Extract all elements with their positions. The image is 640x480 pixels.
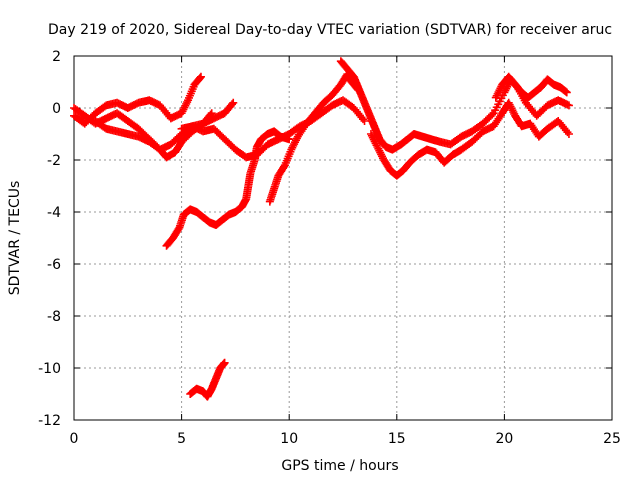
- y-tick-label: -10: [38, 361, 61, 377]
- data-point: [289, 141, 298, 150]
- data-point: [495, 86, 504, 95]
- x-tick-label: 5: [177, 431, 186, 447]
- data-point: [367, 131, 376, 140]
- data-point: [366, 130, 375, 138]
- data-point: [494, 88, 503, 97]
- data-point: [374, 144, 383, 153]
- series-track-h: [366, 98, 573, 180]
- data-point: [496, 84, 505, 93]
- series-track-c: [91, 98, 238, 154]
- x-tick-label: 0: [70, 431, 79, 447]
- data-point: [369, 135, 378, 144]
- x-tick-label: 20: [495, 431, 513, 447]
- series-track-b: [70, 72, 205, 128]
- data-point: [288, 143, 297, 152]
- y-tick-label: -12: [38, 413, 61, 429]
- data-point: [229, 98, 238, 107]
- y-tick-label: -4: [47, 205, 61, 221]
- series-track-j: [186, 358, 229, 401]
- data-point: [368, 133, 377, 142]
- data-point: [179, 105, 188, 114]
- data-point: [287, 145, 296, 154]
- data-point: [378, 152, 387, 161]
- data-point: [506, 102, 515, 111]
- series-layer: [70, 57, 573, 401]
- data-point: [375, 146, 384, 155]
- x-axis-ticks: 0 5 10 15 20 25: [70, 56, 621, 447]
- data-point: [358, 115, 367, 124]
- data-point: [196, 73, 205, 82]
- data-point: [220, 358, 229, 367]
- data-point: [228, 100, 237, 109]
- data-point: [181, 101, 190, 110]
- data-point: [564, 101, 573, 110]
- data-point: [505, 100, 514, 109]
- x-axis-label: GPS time / hours: [281, 458, 398, 474]
- data-point: [196, 72, 205, 81]
- data-point: [507, 104, 516, 113]
- y-tick-label: -6: [47, 257, 61, 273]
- data-point: [183, 98, 192, 107]
- data-point: [370, 137, 379, 146]
- data-point: [504, 98, 513, 107]
- data-point: [177, 109, 186, 118]
- data-point: [180, 103, 189, 112]
- x-tick-label: 25: [603, 431, 621, 447]
- data-point: [563, 128, 572, 137]
- series-track-i: [491, 72, 571, 102]
- data-point: [562, 88, 571, 97]
- data-point: [376, 148, 385, 157]
- chart-title: Day 219 of 2020, Sidereal Day-to-day VTE…: [48, 22, 612, 38]
- y-axis-label: SDTVAR / TECUs: [7, 181, 23, 296]
- data-point: [492, 91, 501, 100]
- data-point: [372, 141, 381, 150]
- y-tick-label: -2: [47, 153, 61, 169]
- y-tick-label: -8: [47, 309, 61, 325]
- x-tick-label: 15: [388, 431, 406, 447]
- series-track-e: [162, 127, 294, 250]
- series-track-g: [336, 57, 573, 154]
- y-tick-label: 0: [52, 101, 61, 117]
- data-point: [371, 139, 380, 148]
- data-point: [377, 150, 386, 159]
- data-point: [182, 99, 191, 108]
- data-point: [509, 108, 518, 117]
- y-axis-ticks: -12 -10 -8 -6 -4 -2 0 2: [38, 49, 612, 429]
- data-point: [178, 107, 187, 116]
- data-point: [360, 117, 369, 125]
- data-point: [564, 130, 573, 138]
- data-point: [491, 93, 500, 102]
- data-point: [493, 89, 502, 98]
- data-point: [291, 138, 300, 147]
- data-point: [279, 162, 288, 171]
- data-point: [291, 136, 300, 145]
- data-point: [290, 140, 299, 149]
- y-tick-label: 2: [52, 49, 61, 65]
- data-point: [508, 106, 517, 115]
- data-point: [285, 135, 294, 144]
- data-point: [488, 110, 497, 119]
- data-point: [373, 143, 382, 151]
- x-tick-label: 10: [280, 431, 298, 447]
- plot-frame: [73, 55, 613, 421]
